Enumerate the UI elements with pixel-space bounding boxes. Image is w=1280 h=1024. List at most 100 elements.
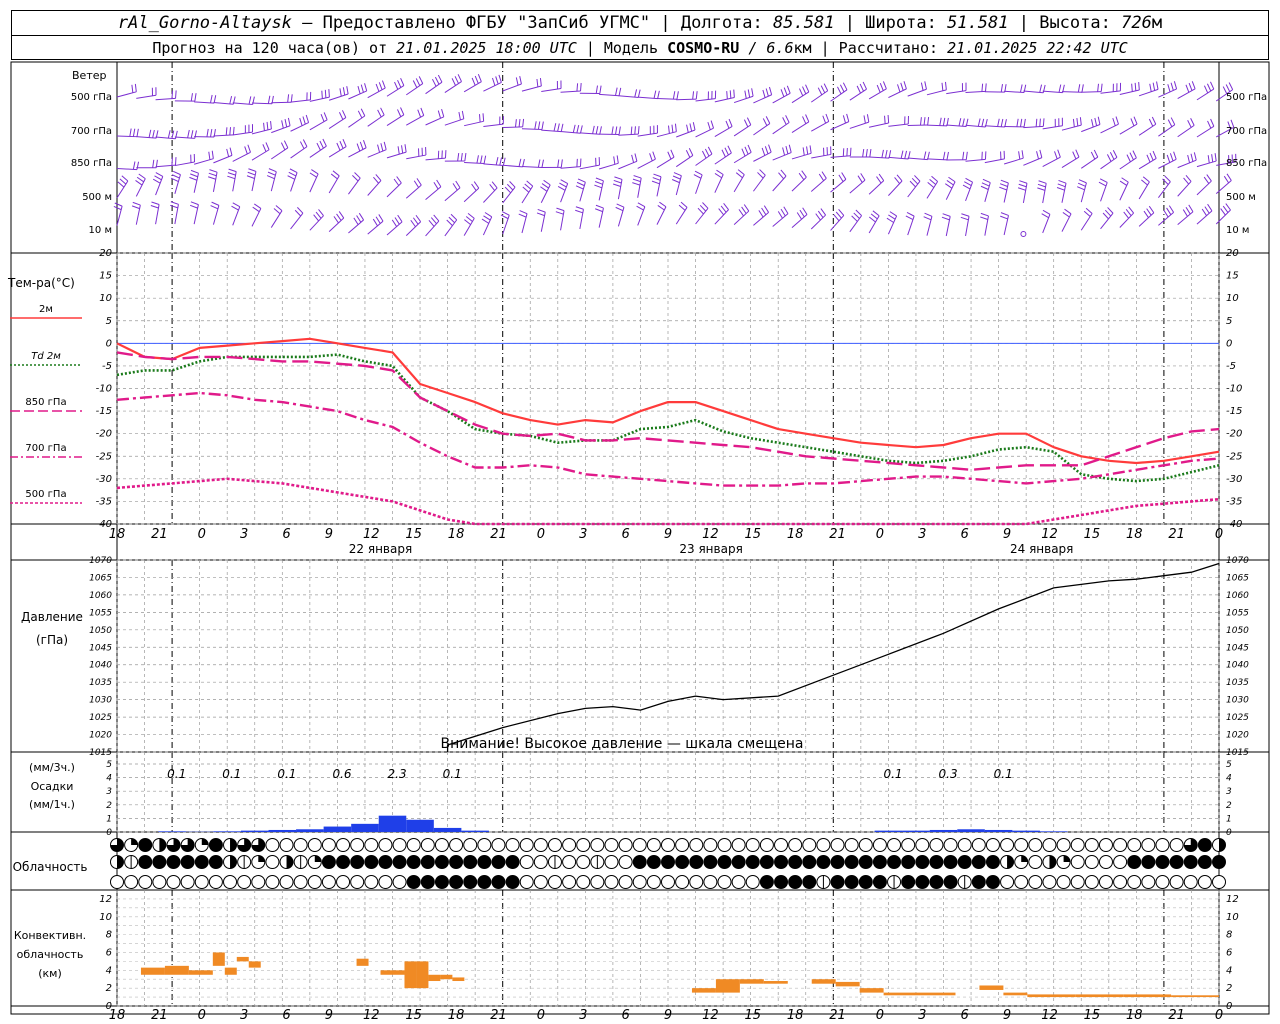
conv-bar xyxy=(404,961,417,989)
header-box: rAl_Gorno-Altaysk — Предоставлено ФГБУ "… xyxy=(11,10,1269,60)
cloud-symbol-high xyxy=(604,838,619,852)
wind-feather xyxy=(575,185,584,190)
wind-feather xyxy=(1204,206,1210,214)
wind-feather xyxy=(714,172,722,179)
wind-barb xyxy=(753,123,771,136)
wind-feather xyxy=(859,83,864,92)
cloud-symbol-mid-fill xyxy=(463,855,477,869)
wind-barb xyxy=(425,220,440,237)
wind-feather xyxy=(615,206,624,212)
pressure-ytick: 1070 xyxy=(89,556,112,566)
precip-ytick: 5 xyxy=(106,760,112,770)
wind-feather xyxy=(1133,116,1138,125)
wind-feather xyxy=(694,170,703,176)
wind-feather xyxy=(1058,84,1062,93)
wind-feather xyxy=(944,81,947,90)
wind-feather xyxy=(866,114,870,123)
cloud-symbol-low xyxy=(731,875,746,889)
wind-barb xyxy=(502,126,523,129)
wind-feather xyxy=(841,172,847,180)
wind-level-label: 500 м xyxy=(1226,192,1256,203)
wind-feather xyxy=(515,77,519,86)
wind-feather xyxy=(290,94,293,103)
time-tick: 18 xyxy=(787,527,804,542)
wind-feather xyxy=(616,203,625,208)
wind-feather xyxy=(1148,205,1155,214)
cloud-symbol-low xyxy=(1014,875,1029,889)
wind-feather xyxy=(693,174,702,179)
wind-feather xyxy=(415,78,421,86)
wind-feather xyxy=(394,217,400,225)
wind-feather xyxy=(746,117,752,126)
cloud-symbol-low xyxy=(533,875,548,889)
wind-feather xyxy=(151,201,160,205)
wind-feather xyxy=(354,172,361,179)
conv-ytick: 6 xyxy=(106,947,112,958)
wind-feather xyxy=(454,76,459,84)
wind-feather xyxy=(630,126,633,135)
wind-barb xyxy=(791,152,812,160)
wind-feather xyxy=(1168,205,1175,213)
wind-feather xyxy=(299,117,303,126)
wind-feather xyxy=(417,109,422,118)
wind-barb xyxy=(887,215,898,235)
wind-barb xyxy=(271,101,292,104)
wind-feather xyxy=(692,122,696,131)
precip-ytick: 0 xyxy=(1226,828,1232,838)
wind-feather xyxy=(1041,213,1049,219)
cloud-symbol-high xyxy=(519,838,534,852)
wind-barb xyxy=(367,180,382,196)
cloud-symbol-low xyxy=(547,875,562,889)
wind-feather xyxy=(1193,152,1197,161)
cloud-symbol-high-fill xyxy=(181,838,195,852)
wind-barb xyxy=(1100,212,1114,230)
wind-barb xyxy=(791,176,807,192)
wind-feather xyxy=(997,118,1000,127)
wind-feather xyxy=(244,146,248,155)
wind-feather xyxy=(1078,179,1087,184)
wind-barb xyxy=(1061,156,1080,168)
wind-feather xyxy=(1016,118,1019,127)
wind-feather xyxy=(1149,152,1154,161)
cloud-symbol-low-fill xyxy=(788,875,802,889)
wind-feather xyxy=(330,173,338,180)
wind-feather xyxy=(962,118,965,127)
wind-feather xyxy=(471,183,477,191)
wind-barb xyxy=(1061,124,1082,131)
wind-feather xyxy=(1100,83,1103,92)
cloud-symbol-high xyxy=(985,838,1000,852)
cloud-symbol-high xyxy=(1155,838,1170,852)
wind-barb xyxy=(830,215,845,231)
cloud-symbol-high xyxy=(844,838,859,852)
wind-feather xyxy=(1166,154,1171,163)
wind-feather xyxy=(897,84,901,93)
wind-feather xyxy=(1151,116,1157,125)
time-tick: 0 xyxy=(198,527,206,542)
time-tick: 21 xyxy=(829,1008,846,1023)
cloud-symbol-mid-fill xyxy=(986,855,1000,869)
wind-feather xyxy=(671,124,674,133)
time-tick: 21 xyxy=(151,527,168,542)
wind-feather xyxy=(842,82,848,91)
wind-feather xyxy=(1152,82,1156,91)
wind-barb xyxy=(560,183,569,203)
wind-feather xyxy=(1167,119,1173,127)
wind-feather xyxy=(939,117,942,126)
wind-feather xyxy=(999,186,1008,191)
cloud-symbol-mid-fill xyxy=(958,855,972,869)
wind-feather xyxy=(929,178,937,185)
cloud-symbol-high xyxy=(1127,838,1142,852)
wind-feather xyxy=(964,181,972,186)
wind-feather xyxy=(375,174,382,181)
time-tick: 9 xyxy=(1003,1008,1011,1023)
wind-barb xyxy=(1081,124,1101,133)
cloud-symbol-mid-fill xyxy=(661,855,675,869)
wind-feather xyxy=(965,177,973,183)
wind-feather xyxy=(1072,151,1077,160)
cloud-symbol-low-fill xyxy=(845,875,859,889)
wind-feather xyxy=(1125,209,1132,216)
cloud-symbol-low xyxy=(1098,875,1113,889)
wind-feather xyxy=(743,119,749,128)
wind-feather xyxy=(1042,209,1051,215)
wind-feather xyxy=(524,183,532,190)
